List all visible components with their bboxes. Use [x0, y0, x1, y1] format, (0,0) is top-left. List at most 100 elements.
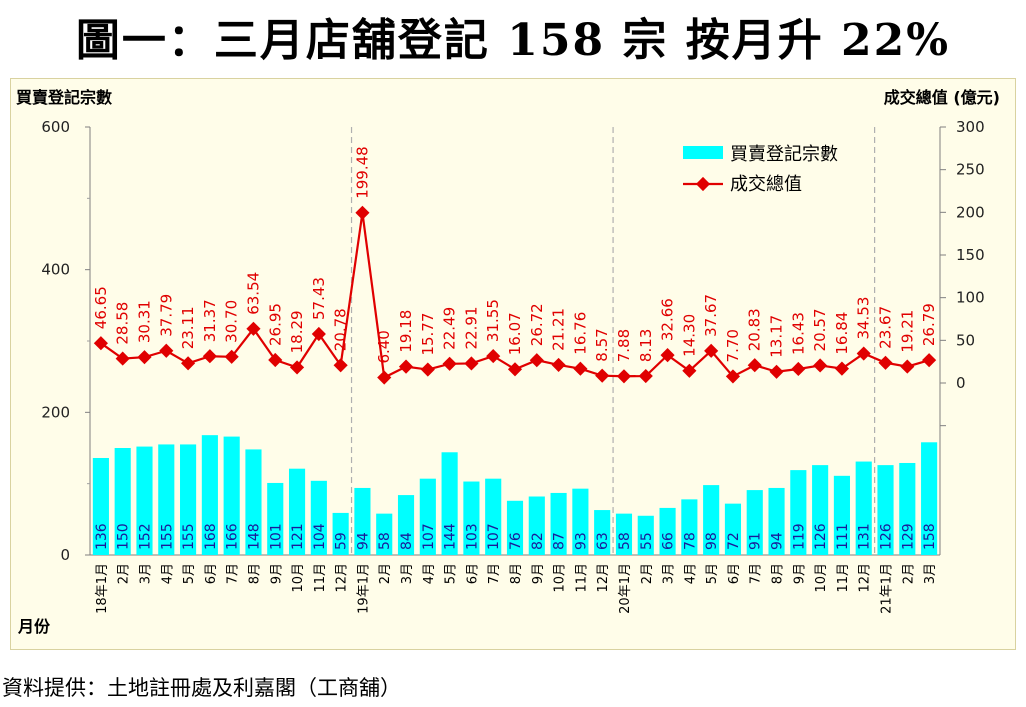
- line-marker: [311, 326, 326, 342]
- line-value-label: 20.83: [746, 308, 764, 351]
- x-axis-tick-label: 19年1月: [356, 563, 371, 614]
- bar-value-label: 63: [595, 532, 611, 550]
- bar-value-label: 72: [726, 532, 742, 550]
- line-marker: [900, 359, 915, 374]
- right-axis-tick-label: 50: [956, 331, 975, 349]
- x-axis-tick-label: 10月: [291, 563, 306, 593]
- bar: [245, 449, 262, 555]
- bar-value-label: 155: [181, 523, 197, 550]
- bar-value-label: 136: [94, 523, 110, 550]
- bar: [267, 482, 284, 555]
- bar-value-label: 101: [268, 523, 284, 550]
- bar-value-label: 168: [203, 523, 219, 550]
- x-axis-tick-label: 6月: [465, 563, 480, 584]
- left-axis-tick-label: 400: [41, 261, 70, 279]
- bar-value-label: 155: [159, 523, 175, 550]
- line-marker: [93, 336, 108, 351]
- bar: [441, 452, 458, 555]
- line-marker: [813, 358, 828, 373]
- x-axis-tick-label: 5月: [182, 563, 197, 584]
- right-axis-tick-label: 250: [956, 161, 985, 179]
- bar-value-label: 131: [857, 523, 873, 550]
- bar-value-label: 58: [377, 532, 393, 550]
- line-value-label: 16.07: [506, 312, 524, 355]
- line-value-label: 22.91: [462, 306, 480, 349]
- line-value-label: 37.67: [702, 294, 720, 337]
- x-axis-tick-label: 5月: [705, 563, 720, 584]
- x-axis-tick-label: 10月: [553, 563, 568, 593]
- line-value-label: 16.43: [789, 312, 807, 355]
- x-axis-tick-label: 18年1月: [95, 563, 110, 614]
- line-marker: [725, 369, 741, 384]
- line-marker: [137, 350, 152, 365]
- line-marker: [595, 368, 610, 383]
- bar-value-label: 82: [530, 532, 546, 550]
- line-marker: [769, 364, 784, 379]
- bar-value-label: 98: [704, 532, 720, 550]
- x-axis-tick-label: 5月: [444, 563, 459, 584]
- line-value-label: 22.49: [441, 307, 459, 350]
- bar: [92, 457, 109, 555]
- bar: [223, 436, 240, 555]
- bar: [855, 461, 872, 555]
- data-source-note: 資料提供：土地註冊處及利嘉閣（工商舖）: [2, 676, 401, 700]
- line-value-label: 28.58: [114, 302, 132, 345]
- line-value-label: 7.70: [724, 329, 742, 362]
- x-axis-title: 月份: [17, 617, 51, 636]
- bar: [506, 500, 524, 555]
- x-axis-tick-label: 2月: [117, 563, 132, 584]
- line-value-label: 18.29: [288, 310, 306, 353]
- bar: [419, 478, 436, 555]
- bar-value-label: 152: [137, 523, 153, 550]
- line-value-label: 21.21: [550, 308, 568, 351]
- left-axis-tick-label: 200: [41, 403, 70, 421]
- x-axis-tick-label: 3月: [138, 563, 153, 584]
- line-value-label: 19.18: [397, 310, 415, 353]
- legend-line-marker: [695, 176, 711, 192]
- bar-value-label: 166: [225, 523, 241, 550]
- legend-line-label: 成交總值: [730, 174, 802, 195]
- bar: [877, 465, 894, 555]
- line-marker: [878, 355, 893, 370]
- x-axis-tick-label: 8月: [247, 563, 262, 584]
- line-value-label: 26.79: [920, 303, 938, 346]
- x-axis-tick-label: 12月: [335, 563, 350, 593]
- bar: [703, 485, 720, 555]
- bar: [550, 492, 567, 555]
- bar: [921, 442, 938, 555]
- line-value-label: 23.67: [877, 306, 895, 349]
- x-axis-tick-label: 3月: [923, 563, 938, 584]
- bar-value-label: 66: [661, 532, 677, 550]
- line-value-label: 8.57: [593, 328, 611, 361]
- bar-value-label: 107: [486, 523, 502, 550]
- line-marker: [573, 361, 588, 376]
- bar: [376, 513, 393, 555]
- chart-title: 圖一：三月店舖登記 158 宗 按月升 22%: [75, 15, 951, 66]
- line-value-label: 199.48: [353, 146, 371, 199]
- line-marker: [704, 343, 719, 358]
- x-axis-tick-label: 7月: [226, 563, 241, 584]
- legend-bar-label: 買賣登記宗數: [730, 144, 838, 165]
- line-value-label: 30.31: [135, 300, 153, 343]
- bar-value-label: 104: [312, 523, 328, 550]
- line-marker: [529, 353, 544, 368]
- line-marker: [355, 205, 370, 220]
- x-axis-tick-label: 11月: [313, 563, 328, 593]
- line-marker: [181, 356, 196, 371]
- line-value-label: 32.66: [659, 298, 677, 341]
- line-value-label: 57.43: [310, 277, 328, 320]
- x-axis-tick-label: 9月: [531, 563, 546, 584]
- line-marker: [420, 362, 435, 377]
- line-marker: [660, 348, 675, 363]
- x-axis-tick-label: 6月: [204, 563, 219, 584]
- bar-value-label: 148: [246, 523, 262, 550]
- bar: [572, 488, 589, 555]
- bar-value-label: 103: [464, 523, 480, 550]
- line-marker: [834, 361, 849, 376]
- line-value-label: 30.70: [223, 300, 241, 343]
- line-value-label: 31.37: [201, 299, 219, 342]
- line-value-label: 16.84: [833, 312, 851, 355]
- bar: [310, 480, 327, 555]
- line-value-label: 63.54: [244, 272, 262, 315]
